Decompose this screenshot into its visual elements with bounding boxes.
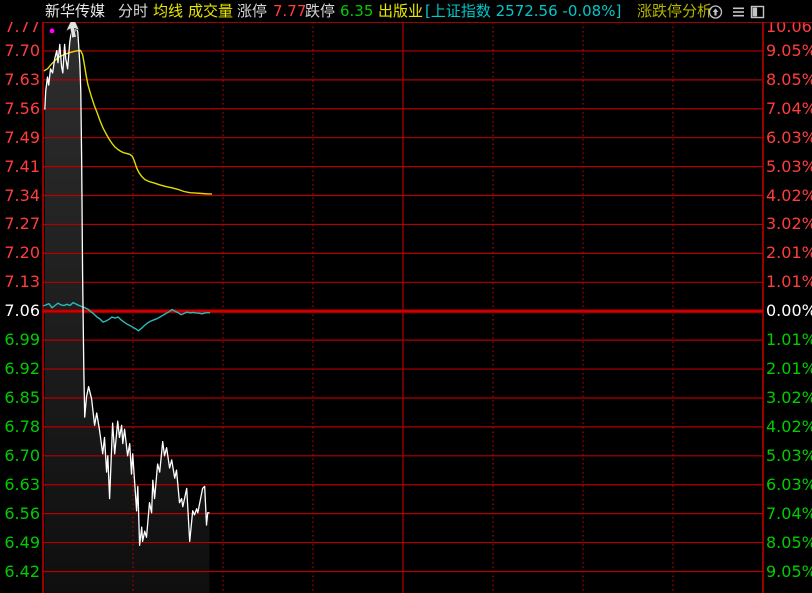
chart-markers	[49, 15, 80, 39]
price-tick-label: 6.78	[4, 416, 40, 436]
percent-tick-label: 5.03%	[766, 445, 812, 465]
percent-tick-label: 1.01%	[766, 272, 812, 292]
data-lines	[42, 21, 212, 547]
price-tick-label: 6.70	[4, 445, 40, 465]
stock-name: 新华传媒	[45, 2, 106, 20]
price-tick-label: 7.63	[4, 69, 40, 89]
top-toolbar: 新华传媒 分时 均线 成交量 涨停 7.77 跌停 6.35 出版业 [上证指数…	[0, 0, 812, 22]
limit-down-label: 跌停	[305, 2, 336, 20]
percent-tick-label: 6.03%	[766, 127, 812, 147]
price-tick-label: 7.13	[4, 272, 40, 292]
price-tick-label: 7.06	[4, 301, 40, 321]
price-tick-label: 6.63	[4, 474, 40, 494]
price-tick-label: 6.92	[4, 359, 40, 379]
percent-tick-label: 3.02%	[766, 214, 812, 234]
price-tick-label: 7.20	[4, 243, 40, 263]
percent-tick-label: 9.05%	[766, 40, 812, 60]
percent-tick-label: 8.05%	[766, 532, 812, 552]
percent-tick-label: 4.02%	[766, 185, 812, 205]
index-quote[interactable]: [上证指数 2572.56 -0.08%]	[425, 2, 622, 20]
limit-down-value: 6.35	[340, 2, 374, 20]
price-tick-label: 7.34	[4, 185, 40, 205]
percent-tick-label: 6.03%	[766, 474, 812, 494]
price-tick-label: 6.49	[4, 532, 40, 552]
percent-tick-label: 9.05%	[766, 561, 812, 581]
price-tick-label: 7.77	[4, 17, 40, 36]
signal-dot	[49, 28, 55, 34]
price-tick-label: 7.56	[4, 98, 40, 118]
grid-lines	[42, 21, 812, 593]
percent-tick-label: 5.03%	[766, 156, 812, 176]
price-tick-label: 6.85	[4, 387, 40, 407]
mouse-cursor	[65, 15, 80, 39]
price-area-fill	[44, 22, 210, 593]
percent-tick-label: 2.01%	[766, 243, 812, 263]
price-tick-label: 6.42	[4, 561, 40, 581]
menu-icon[interactable]	[731, 5, 746, 19]
industry-link[interactable]: 出版业	[378, 2, 424, 20]
price-tick-label: 6.99	[4, 330, 40, 350]
toggle-ma-line[interactable]: 均线	[153, 2, 184, 20]
percent-tick-label: 1.01%	[766, 330, 812, 350]
percent-tick-label: 2.01%	[766, 359, 812, 379]
price-tick-label: 7.70	[4, 40, 40, 60]
percent-tick-label: 4.02%	[766, 416, 812, 436]
price-tick-label: 6.56	[4, 503, 40, 523]
toggle-volume[interactable]: 成交量	[188, 2, 234, 20]
arrow-up-circle-icon[interactable]	[708, 5, 723, 19]
percent-tick-label: 7.04%	[766, 98, 812, 118]
price-tick-label: 7.41	[4, 156, 40, 176]
percent-tick-label: 8.05%	[766, 69, 812, 89]
price-tick-label: 7.27	[4, 214, 40, 234]
percent-tick-label: 7.04%	[766, 503, 812, 523]
panel-toggle-icon[interactable]	[750, 5, 765, 19]
limit-analysis-link[interactable]: 涨跌停分析	[637, 2, 713, 20]
price-tick-label: 7.49	[4, 127, 40, 147]
limit-up-label: 涨停	[237, 2, 268, 20]
percent-tick-label: 3.02%	[766, 387, 812, 407]
tab-intraday[interactable]: 分时	[118, 2, 149, 20]
percent-tick-label: 0.00%	[766, 301, 812, 321]
limit-up-value: 7.77	[273, 2, 307, 20]
